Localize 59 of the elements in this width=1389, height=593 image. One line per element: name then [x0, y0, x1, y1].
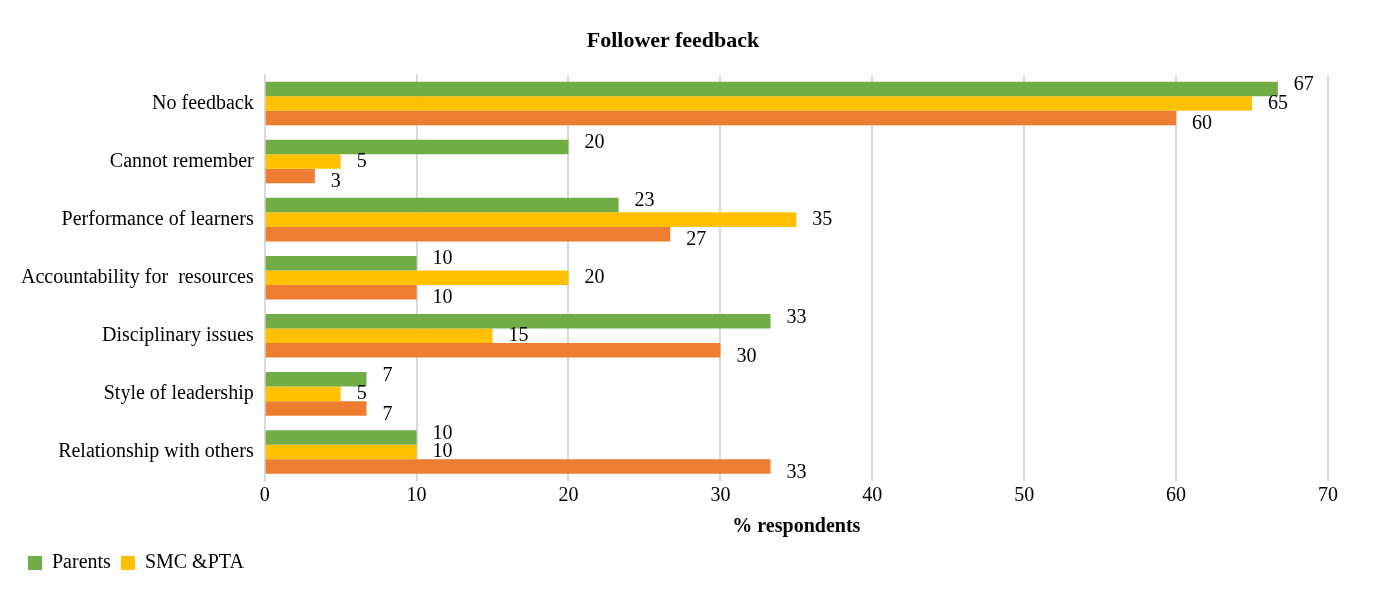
- bar: [265, 459, 771, 474]
- bar: [265, 81, 1278, 97]
- chart-title: Follower feedback: [586, 26, 761, 52]
- data-label: 5: [356, 148, 367, 171]
- data-label: 60: [1192, 111, 1213, 134]
- bar: [265, 96, 1253, 111]
- legend-label: SMC &PTA: [144, 550, 245, 573]
- data-label: 27: [686, 227, 707, 250]
- data-label: 15: [508, 323, 529, 346]
- bar: [265, 343, 721, 358]
- bar: [265, 401, 367, 416]
- x-tick-label: 20: [558, 483, 579, 506]
- y-tick-label: Relationship with others: [58, 439, 254, 463]
- y-tick-label: Cannot remember: [109, 148, 255, 171]
- x-tick-label: 60: [1166, 483, 1187, 506]
- bar: [265, 328, 493, 344]
- y-tick-label: No feedback: [152, 90, 254, 113]
- bar: [265, 444, 417, 460]
- y-tick-label: Disciplinary issues: [102, 323, 254, 347]
- legend-label: Parents: [52, 550, 112, 573]
- data-label: 7: [382, 362, 393, 385]
- bar: [265, 314, 771, 329]
- data-label: 5: [356, 381, 367, 404]
- x-axis-title: % respondents: [732, 514, 861, 538]
- data-label: 10: [432, 285, 453, 308]
- bar: [265, 255, 417, 271]
- bar: [265, 372, 367, 387]
- bar: [265, 139, 569, 155]
- data-label: 67: [1293, 72, 1314, 95]
- data-label: 3: [330, 169, 341, 192]
- bar: [265, 110, 1177, 126]
- x-tick-label: 0: [259, 483, 270, 506]
- bar: [265, 284, 417, 300]
- bar: [265, 226, 671, 242]
- y-tick-label: Style of leadership: [103, 381, 254, 405]
- bar: [265, 386, 341, 402]
- data-label: 35: [812, 206, 833, 229]
- bar: [265, 430, 417, 445]
- x-tick-label: 70: [1318, 483, 1338, 506]
- data-label: 7: [382, 401, 393, 424]
- x-tick-label: 50: [1014, 483, 1035, 506]
- data-label: 65: [1268, 90, 1289, 113]
- data-label: 30: [736, 343, 757, 366]
- y-tick-label: Performance of learners: [61, 206, 254, 229]
- bar: [265, 168, 315, 184]
- data-label: 20: [584, 264, 605, 287]
- data-label: 33: [786, 304, 807, 327]
- bar: [265, 197, 619, 213]
- y-tick-label: Accountability for resources: [20, 264, 254, 288]
- bar: [265, 270, 569, 285]
- bar: [265, 154, 341, 169]
- data-label: 23: [634, 188, 655, 211]
- data-label: 33: [786, 459, 807, 482]
- x-tick-label: 10: [406, 483, 427, 506]
- data-label: 20: [584, 130, 605, 153]
- x-tick-label: 30: [710, 483, 731, 506]
- x-tick-label: 40: [862, 483, 883, 506]
- bar: [265, 212, 797, 227]
- data-label: 10: [432, 246, 453, 269]
